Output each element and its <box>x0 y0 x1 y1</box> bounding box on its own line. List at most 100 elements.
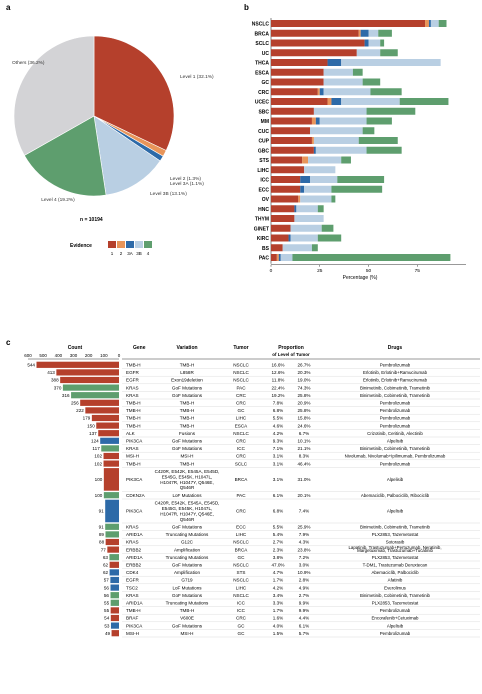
row-drugs: Nivolumab, Nivolumab+Ipilimumab, Pembrol… <box>345 454 446 459</box>
row-drugs: Erlotinib, Erlotinib+Ramucirumab <box>363 370 428 375</box>
row-proportion-tumor: 23.8% <box>297 547 310 552</box>
row-proportion-tumor: 10.9% <box>297 570 310 575</box>
count-tick-label: 300 <box>70 353 78 358</box>
bar-segment-level1 <box>271 234 289 242</box>
row-gene: ALK <box>126 431 136 436</box>
row-proportion-level: 7.1% <box>273 446 283 451</box>
bar-category-label: LIHC <box>257 168 269 174</box>
row-gene: KRAS <box>126 525 139 530</box>
row-tumor: GC <box>238 555 246 560</box>
row-gene: TMB-H <box>126 363 141 368</box>
bar-segment-level1 <box>271 98 328 105</box>
row-variation: GoF Mutations <box>172 439 203 444</box>
row-drugs: Binimetinib, Cobimetinib, Trametinib <box>360 593 431 598</box>
count-bar-level4 <box>105 531 119 538</box>
pie-label-level4: Level 4 (19.2%) <box>41 197 75 203</box>
count-value: 77 <box>101 547 107 552</box>
row-proportion-level: 6.1% <box>273 493 283 498</box>
bar-category-label: CRC <box>258 90 269 96</box>
count-bar-level1 <box>36 361 119 368</box>
count-bar-level3A <box>100 437 119 444</box>
bar-segment-level4 <box>366 117 392 125</box>
bar-segment-level3A <box>315 117 320 125</box>
row-variation: Truncating Mutations <box>166 532 209 537</box>
bar-category-label: ESCA <box>255 70 269 76</box>
count-value: 88 <box>99 540 105 545</box>
row-variation: TMB-H <box>180 401 195 406</box>
bar-segment-level3B <box>313 107 367 115</box>
row-proportion-tumor: 4.3% <box>299 540 309 545</box>
count-value: 91 <box>99 525 105 530</box>
row-drugs: Pembrolizumab <box>380 408 411 413</box>
count-bar-level4 <box>110 599 119 606</box>
row-proportion-level: 3.8% <box>273 555 283 560</box>
pie-slice-level4 <box>23 115 107 197</box>
pie-slice-others <box>13 35 95 156</box>
count-value: 54 <box>104 616 110 621</box>
row-proportion-level: 3.1% <box>273 461 283 466</box>
bar-segment-level3A <box>288 234 291 242</box>
bar-segment-level3B <box>282 244 312 252</box>
row-variation: Amplification <box>174 570 200 575</box>
row-proportion-level: 4.6% <box>273 423 283 428</box>
bar-x-tick-label: 25 <box>317 268 323 274</box>
row-tumor: NSCLC <box>233 378 249 383</box>
row-drugs: Alpelisib <box>387 439 404 444</box>
row-tumor: CRC <box>236 616 247 621</box>
panel-label-a: a <box>6 3 11 12</box>
row-variation: E545G, E545K, H1047L, <box>162 506 213 511</box>
row-variation: G12C <box>181 540 194 545</box>
legend-swatch-level4 <box>144 241 152 248</box>
bar-segment-level4 <box>352 68 363 76</box>
row-proportion-tumor: 6.7% <box>299 431 309 436</box>
count-bar-level1 <box>85 407 119 414</box>
row-tumor: NSCLC <box>233 593 249 598</box>
row-tumor: NSCLC <box>233 578 249 583</box>
pie-label-level3B: Level 3B (13.1%) <box>150 191 187 197</box>
count-tick-label: 0 <box>118 353 121 358</box>
count-bar-level3A <box>105 499 119 523</box>
bar-segment-level4 <box>331 195 336 203</box>
bar-category-label: STS <box>259 158 269 164</box>
row-drugs: Sotorasib <box>386 540 405 545</box>
row-drugs: Erlotinib, Erlotinib+Ramucirumab <box>363 378 428 383</box>
bar-segment-level1 <box>271 244 283 252</box>
count-tick-label: 100 <box>100 353 108 358</box>
bar-segment-level2 <box>298 195 301 203</box>
bar-segment-level3B <box>319 117 367 125</box>
count-bar-level1 <box>91 414 119 422</box>
row-proportion-level: 11.8% <box>272 378 285 383</box>
bar-segment-level4 <box>362 78 381 86</box>
row-drugs: Abemaciclib, Palbociclib <box>371 570 419 575</box>
count-bar-level4 <box>101 445 119 452</box>
bar-segment-level3B <box>280 254 293 261</box>
row-variation: TMB-H <box>180 408 195 413</box>
bar-category-label: THYM <box>255 217 269 223</box>
count-value: 150 <box>87 423 95 428</box>
row-drugs: Binimetinib, Cobimetinib, Trametinib <box>360 393 431 398</box>
count-value: 100 <box>95 493 103 498</box>
bar-segment-level3B <box>323 88 371 96</box>
bar-segment-level3A <box>319 88 324 96</box>
row-proportion-tumor: 21.1% <box>297 446 310 451</box>
bar-segment-level4 <box>292 254 451 261</box>
pie-label-level3A: Level 3A (1.1%) <box>170 181 204 187</box>
col-header-gene: Gene <box>133 345 146 351</box>
bar-segment-level3B <box>300 195 332 203</box>
bar-segment-level1 <box>271 137 312 144</box>
row-proportion-tumor: 26.7% <box>297 363 310 368</box>
row-proportion-level: 4.7% <box>273 570 283 575</box>
bar-category-label: BS <box>262 246 270 252</box>
row-tumor: CRC <box>236 454 247 459</box>
bar-segment-level4 <box>380 49 398 57</box>
row-drugs: Everolimus <box>384 585 407 590</box>
row-gene: ARID1A <box>126 532 144 537</box>
count-axis-title: Count <box>68 345 83 351</box>
row-proportion-level: 3.4% <box>273 593 283 598</box>
row-proportion-level: 1.7% <box>273 608 283 613</box>
row-variation: C420R, E542K, E545A, E545D, <box>155 501 220 506</box>
row-tumor: GC <box>238 631 246 636</box>
row-gene: PIK3CA <box>126 477 143 482</box>
row-drugs: Crizotinib, Ceritinib, Alectinib <box>367 431 423 436</box>
